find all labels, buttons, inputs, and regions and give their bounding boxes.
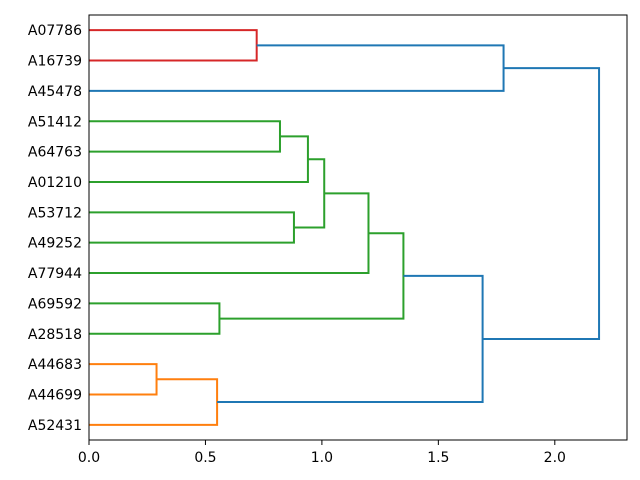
leaf-label-A16739: A16739 [28,54,82,70]
x-axis-tick-label-2.0: 2.0 [544,450,566,466]
dendrogram-link-m13 [482,67,601,340]
x-axis-tick-label-0.5: 0.5 [194,450,216,466]
leaf-labels: A07786 A16739 A45478 A51412 A64763 A01210 A537… [28,23,82,434]
dendrogram-links-layer [89,29,601,426]
leaf-label-A49252: A49252 [28,236,82,252]
x-axis: 0.0 0.5 1.0 1.5 2.0 [78,440,566,466]
leaf-label-A45478: A45478 [28,84,82,100]
leaf-label-A64763: A64763 [28,145,82,161]
dendrogram-link-m12 [89,44,505,92]
x-axis-tick-label-1.0: 1.0 [311,450,333,466]
leaf-label-A44699: A44699 [28,387,82,403]
plot-border [88,14,628,441]
dendrogram-link-m7 [89,135,309,183]
leaf-label-A51412: A51412 [28,114,82,130]
leaf-label-A01210: A01210 [28,175,82,191]
leaf-label-A44683: A44683 [28,357,82,373]
leaf-label-A69592: A69592 [28,296,82,312]
dendrogram-link-m6 [89,211,295,244]
dendrogram-link-m8 [293,158,326,229]
leaf-label-A07786: A07786 [28,23,82,39]
leaf-label-A28518: A28518 [28,327,82,343]
dendrogram-link-m5 [89,120,281,153]
dendrogram-link-m11 [217,274,484,404]
leaf-label-A77944: A77944 [28,266,82,282]
dendrogram-link-m3 [89,302,221,335]
dendrogram-link-m10 [219,232,405,320]
dendrogram-link-m9 [89,192,370,275]
dendrogram-link-m1 [89,363,158,396]
dendrogram-link-m4 [89,29,258,62]
x-axis-tick-label-0.0: 0.0 [78,450,100,466]
dendrogram-link-m2 [89,378,219,426]
leaf-label-A53712: A53712 [28,205,82,221]
x-axis-tick-label-1.5: 1.5 [427,450,449,466]
leaf-label-A52431: A52431 [28,418,82,434]
